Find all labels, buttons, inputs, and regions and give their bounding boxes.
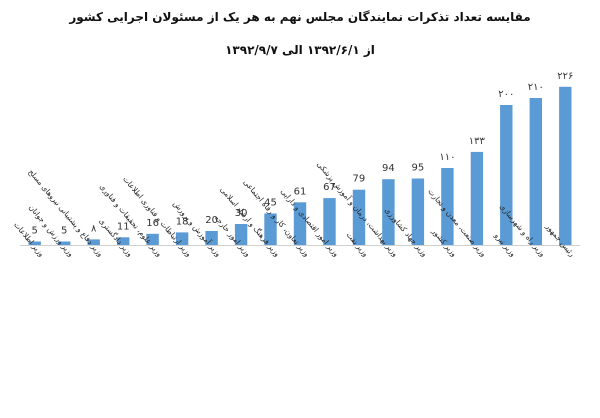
data-label: 95 — [412, 163, 425, 174]
bar — [234, 224, 248, 245]
bar — [28, 241, 41, 245]
bar — [559, 86, 572, 245]
bar — [264, 213, 277, 245]
data-label: 79 — [353, 174, 366, 185]
bar — [117, 237, 130, 245]
x-tick-label: وزیر آموزش و پرورش — [171, 199, 224, 259]
data-label: 94 — [382, 163, 395, 174]
data-label: 5 — [61, 226, 67, 237]
bar — [411, 178, 425, 245]
bar — [58, 241, 71, 245]
data-label: 11 — [117, 221, 130, 232]
data-label: 16 — [146, 218, 159, 229]
bar — [87, 239, 100, 245]
data-label: ۲۱۰ — [528, 82, 544, 93]
data-label: 18 — [176, 216, 189, 227]
data-label: 67 — [323, 182, 336, 193]
data-label: ۸ — [91, 223, 97, 234]
bar — [352, 189, 366, 245]
data-label: ۱۳۳ — [469, 136, 486, 147]
chart-title: مقایسه تعداد تذکرات نمایندگان مجلس نهم ب… — [69, 10, 531, 24]
data-label: 45 — [264, 198, 277, 209]
bar — [146, 233, 159, 245]
data-label: ۲۲۶ — [557, 71, 573, 82]
bar — [205, 231, 218, 245]
bar — [323, 198, 336, 245]
bar — [529, 98, 542, 245]
bar — [441, 168, 454, 245]
data-label: 61 — [294, 186, 307, 197]
bar — [470, 151, 484, 245]
chart-subtitle: از ۱۳۹۲/۶/۱ الی ۱۳۹۲/۹/۷ — [225, 43, 375, 57]
bar — [500, 105, 513, 245]
bar — [175, 232, 189, 245]
data-label: ۱۱۰ — [439, 152, 455, 163]
data-label: ۲۰۰ — [498, 89, 514, 100]
data-label: 20 — [205, 215, 218, 226]
bar — [382, 179, 395, 245]
data-label: 5 — [32, 226, 38, 237]
data-label: 30 — [235, 208, 248, 219]
bar — [293, 202, 307, 245]
x-tick-label: وزیر اطلاعات — [12, 220, 46, 258]
